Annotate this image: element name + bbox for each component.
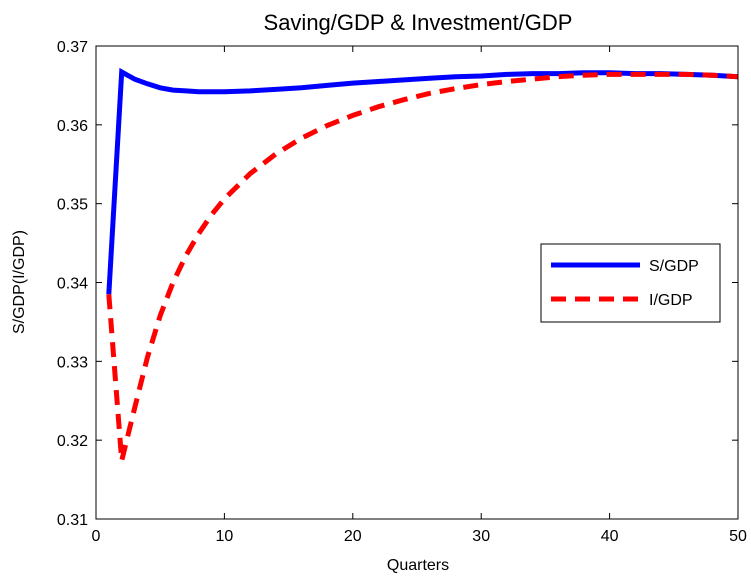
y-tick-label: 0.32 bbox=[57, 433, 88, 450]
x-tick-label: 30 bbox=[472, 528, 490, 545]
y-tick-label: 0.37 bbox=[57, 39, 88, 56]
x-tick-label: 10 bbox=[216, 528, 234, 545]
y-axis-label: S/GDP(I/GDP) bbox=[11, 230, 28, 334]
axes-layer: 0 10 20 30 40 50 0.31 0.32 0.33 0.34 0.35 0.36 0.37 bbox=[57, 39, 747, 545]
x-tick-label: 20 bbox=[344, 528, 362, 545]
legend-box bbox=[540, 243, 721, 323]
legend: S/GDP I/GDP bbox=[540, 243, 721, 323]
y-tick-label: 0.35 bbox=[57, 197, 88, 214]
series-line-i-gdp bbox=[106, 71, 739, 462]
x-axis-label: Quarters bbox=[387, 557, 449, 574]
y-tick-label: 0.31 bbox=[57, 512, 88, 529]
x-tick-label: 40 bbox=[601, 528, 619, 545]
x-tick-label: 0 bbox=[92, 528, 101, 545]
y-tick-label: 0.36 bbox=[57, 118, 88, 135]
series-layer bbox=[106, 67, 739, 462]
chart-title: Saving/GDP & Investment/GDP bbox=[264, 10, 573, 35]
x-tick-label: 50 bbox=[729, 528, 747, 545]
y-tick-label: 0.33 bbox=[57, 354, 88, 371]
legend-label-s-gdp: S/GDP bbox=[649, 258, 699, 275]
legend-label-i-gdp: I/GDP bbox=[649, 292, 693, 309]
y-tick-label: 0.34 bbox=[57, 276, 88, 293]
